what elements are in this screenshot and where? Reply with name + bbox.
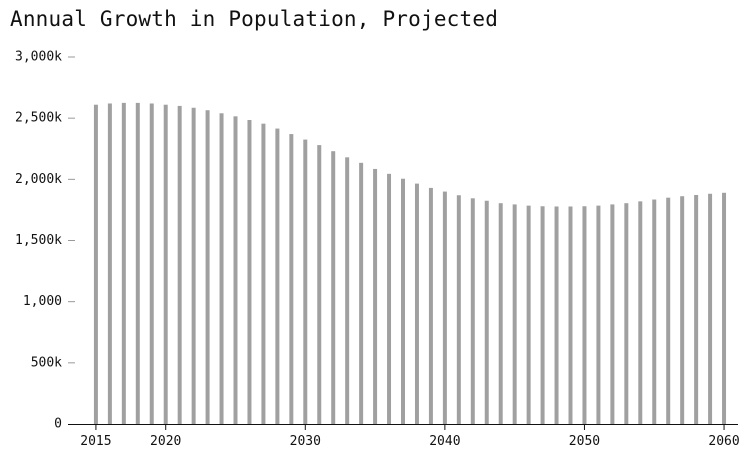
y-tick-label: 3,000k (15, 50, 62, 65)
bar-2030 (303, 139, 308, 424)
bar-2042 (470, 198, 475, 424)
bar-2029 (289, 134, 294, 424)
y-tick-label: 1,500k (15, 233, 62, 248)
bar-2033 (345, 157, 350, 424)
bar-2044 (498, 203, 503, 424)
bar-2023 (205, 110, 210, 424)
x-tick-label: 2040 (429, 434, 460, 449)
bar-2050 (582, 206, 587, 424)
bar-2058 (694, 194, 699, 424)
y-tick-label: 1,000 (23, 294, 62, 309)
x-tick-label: 2015 (80, 434, 111, 449)
bar-2015 (93, 104, 98, 425)
bar-2016 (107, 103, 112, 425)
y-tick-label: 0 (54, 417, 62, 432)
y-axis: 0 500k 1,000 1,500k 2,000k 2,500k 3,000k (15, 50, 75, 432)
bar-2024 (219, 113, 224, 425)
bar-2051 (596, 205, 601, 424)
chart-title: Annual Growth in Population, Projected (10, 7, 499, 31)
x-tick-label: 2030 (290, 434, 321, 449)
bar-2036 (387, 173, 392, 424)
bar-2026 (247, 120, 252, 424)
bar-2021 (177, 105, 182, 425)
y-tick-label: 2,000k (15, 172, 62, 187)
bar-2048 (554, 206, 559, 424)
bar-2020 (163, 104, 168, 425)
x-tick-label: 2060 (708, 434, 739, 449)
bar-2060 (722, 192, 727, 424)
bar-2049 (568, 206, 573, 424)
bar-2056 (666, 197, 671, 424)
bar-2040 (442, 191, 447, 424)
bar-2052 (610, 204, 615, 424)
bar-2019 (149, 103, 154, 425)
bar-2043 (484, 200, 489, 424)
bar-2027 (261, 123, 266, 425)
bar-2018 (135, 102, 140, 425)
bar-2034 (359, 162, 364, 424)
bar-2038 (414, 183, 419, 424)
y-tick-label: 2,500k (15, 111, 62, 126)
bars-group (93, 102, 727, 425)
bar-2041 (456, 195, 461, 424)
bar-2057 (680, 196, 685, 424)
bar-2053 (624, 203, 629, 424)
bar-2022 (191, 107, 196, 425)
bar-2017 (121, 102, 126, 425)
bar-2055 (652, 199, 657, 424)
x-tick-label: 2020 (150, 434, 181, 449)
bar-2059 (708, 193, 713, 424)
y-tick-label: 500k (31, 355, 62, 370)
bar-2046 (526, 205, 531, 424)
bar-2032 (331, 151, 336, 424)
bar-2054 (638, 201, 643, 424)
x-axis: 2015 2020 2030 2040 2050 2060 (68, 424, 740, 449)
bar-2028 (275, 128, 280, 424)
bar-2039 (428, 187, 433, 424)
bar-2045 (512, 204, 517, 424)
bar-2037 (401, 178, 405, 424)
bar-2035 (373, 168, 378, 424)
bar-2047 (540, 206, 545, 424)
bar-2025 (233, 116, 238, 424)
x-tick-label: 2050 (569, 434, 600, 449)
bar-2031 (317, 145, 322, 424)
